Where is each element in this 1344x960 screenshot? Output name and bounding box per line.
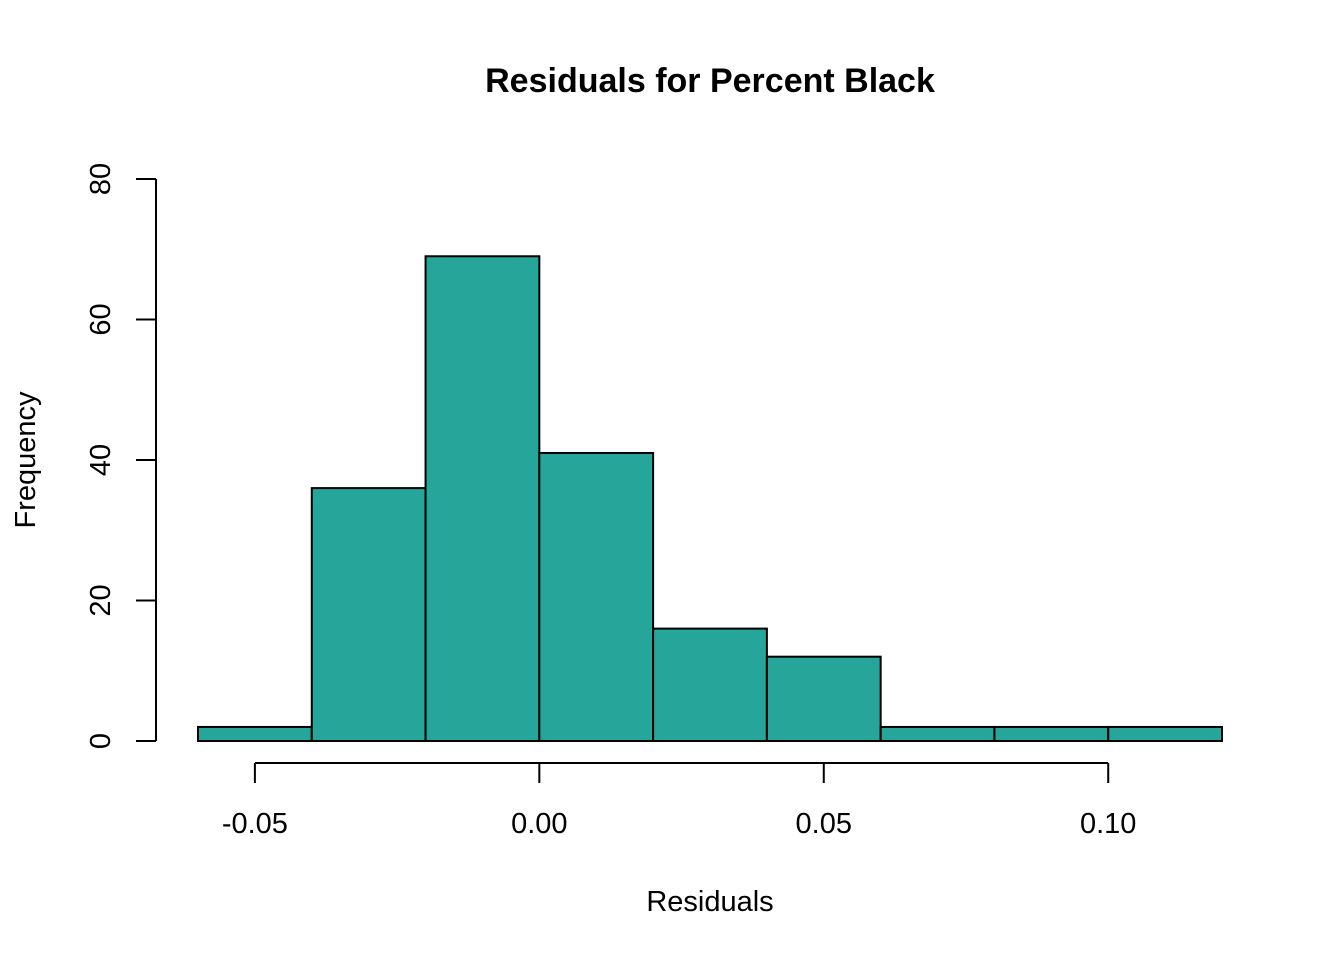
x-tick-label: 0.10 [1080,808,1136,840]
x-tick-label: 0.00 [511,808,567,840]
histogram-bars [197,255,1223,743]
y-tick-label: 80 [85,163,117,195]
histogram-bar [652,627,768,742]
histogram-bar [1107,725,1223,743]
y-tick-label: 60 [85,303,117,335]
y-axis: 0 20 40 60 80 [85,163,157,749]
histogram-bar [424,255,541,742]
histogram-bar [310,487,427,742]
x-tick-label: 0.05 [796,808,852,840]
y-tick-label: 40 [85,444,117,476]
histogram-bar [765,655,882,743]
y-tick-label: 0 [85,733,117,749]
y-tick-label: 20 [85,584,117,616]
histogram-bar [993,725,1110,743]
histogram-bar [197,725,313,743]
y-axis-label: Frequency [10,391,42,529]
chart-title: Residuals for Percent Black [485,62,935,100]
x-axis: -0.05 0.00 0.05 0.10 [222,762,1136,840]
histogram-bar [879,725,996,743]
x-tick-label: -0.05 [222,808,288,840]
x-axis-label: Residuals [646,886,773,918]
histogram-bar [538,451,655,742]
